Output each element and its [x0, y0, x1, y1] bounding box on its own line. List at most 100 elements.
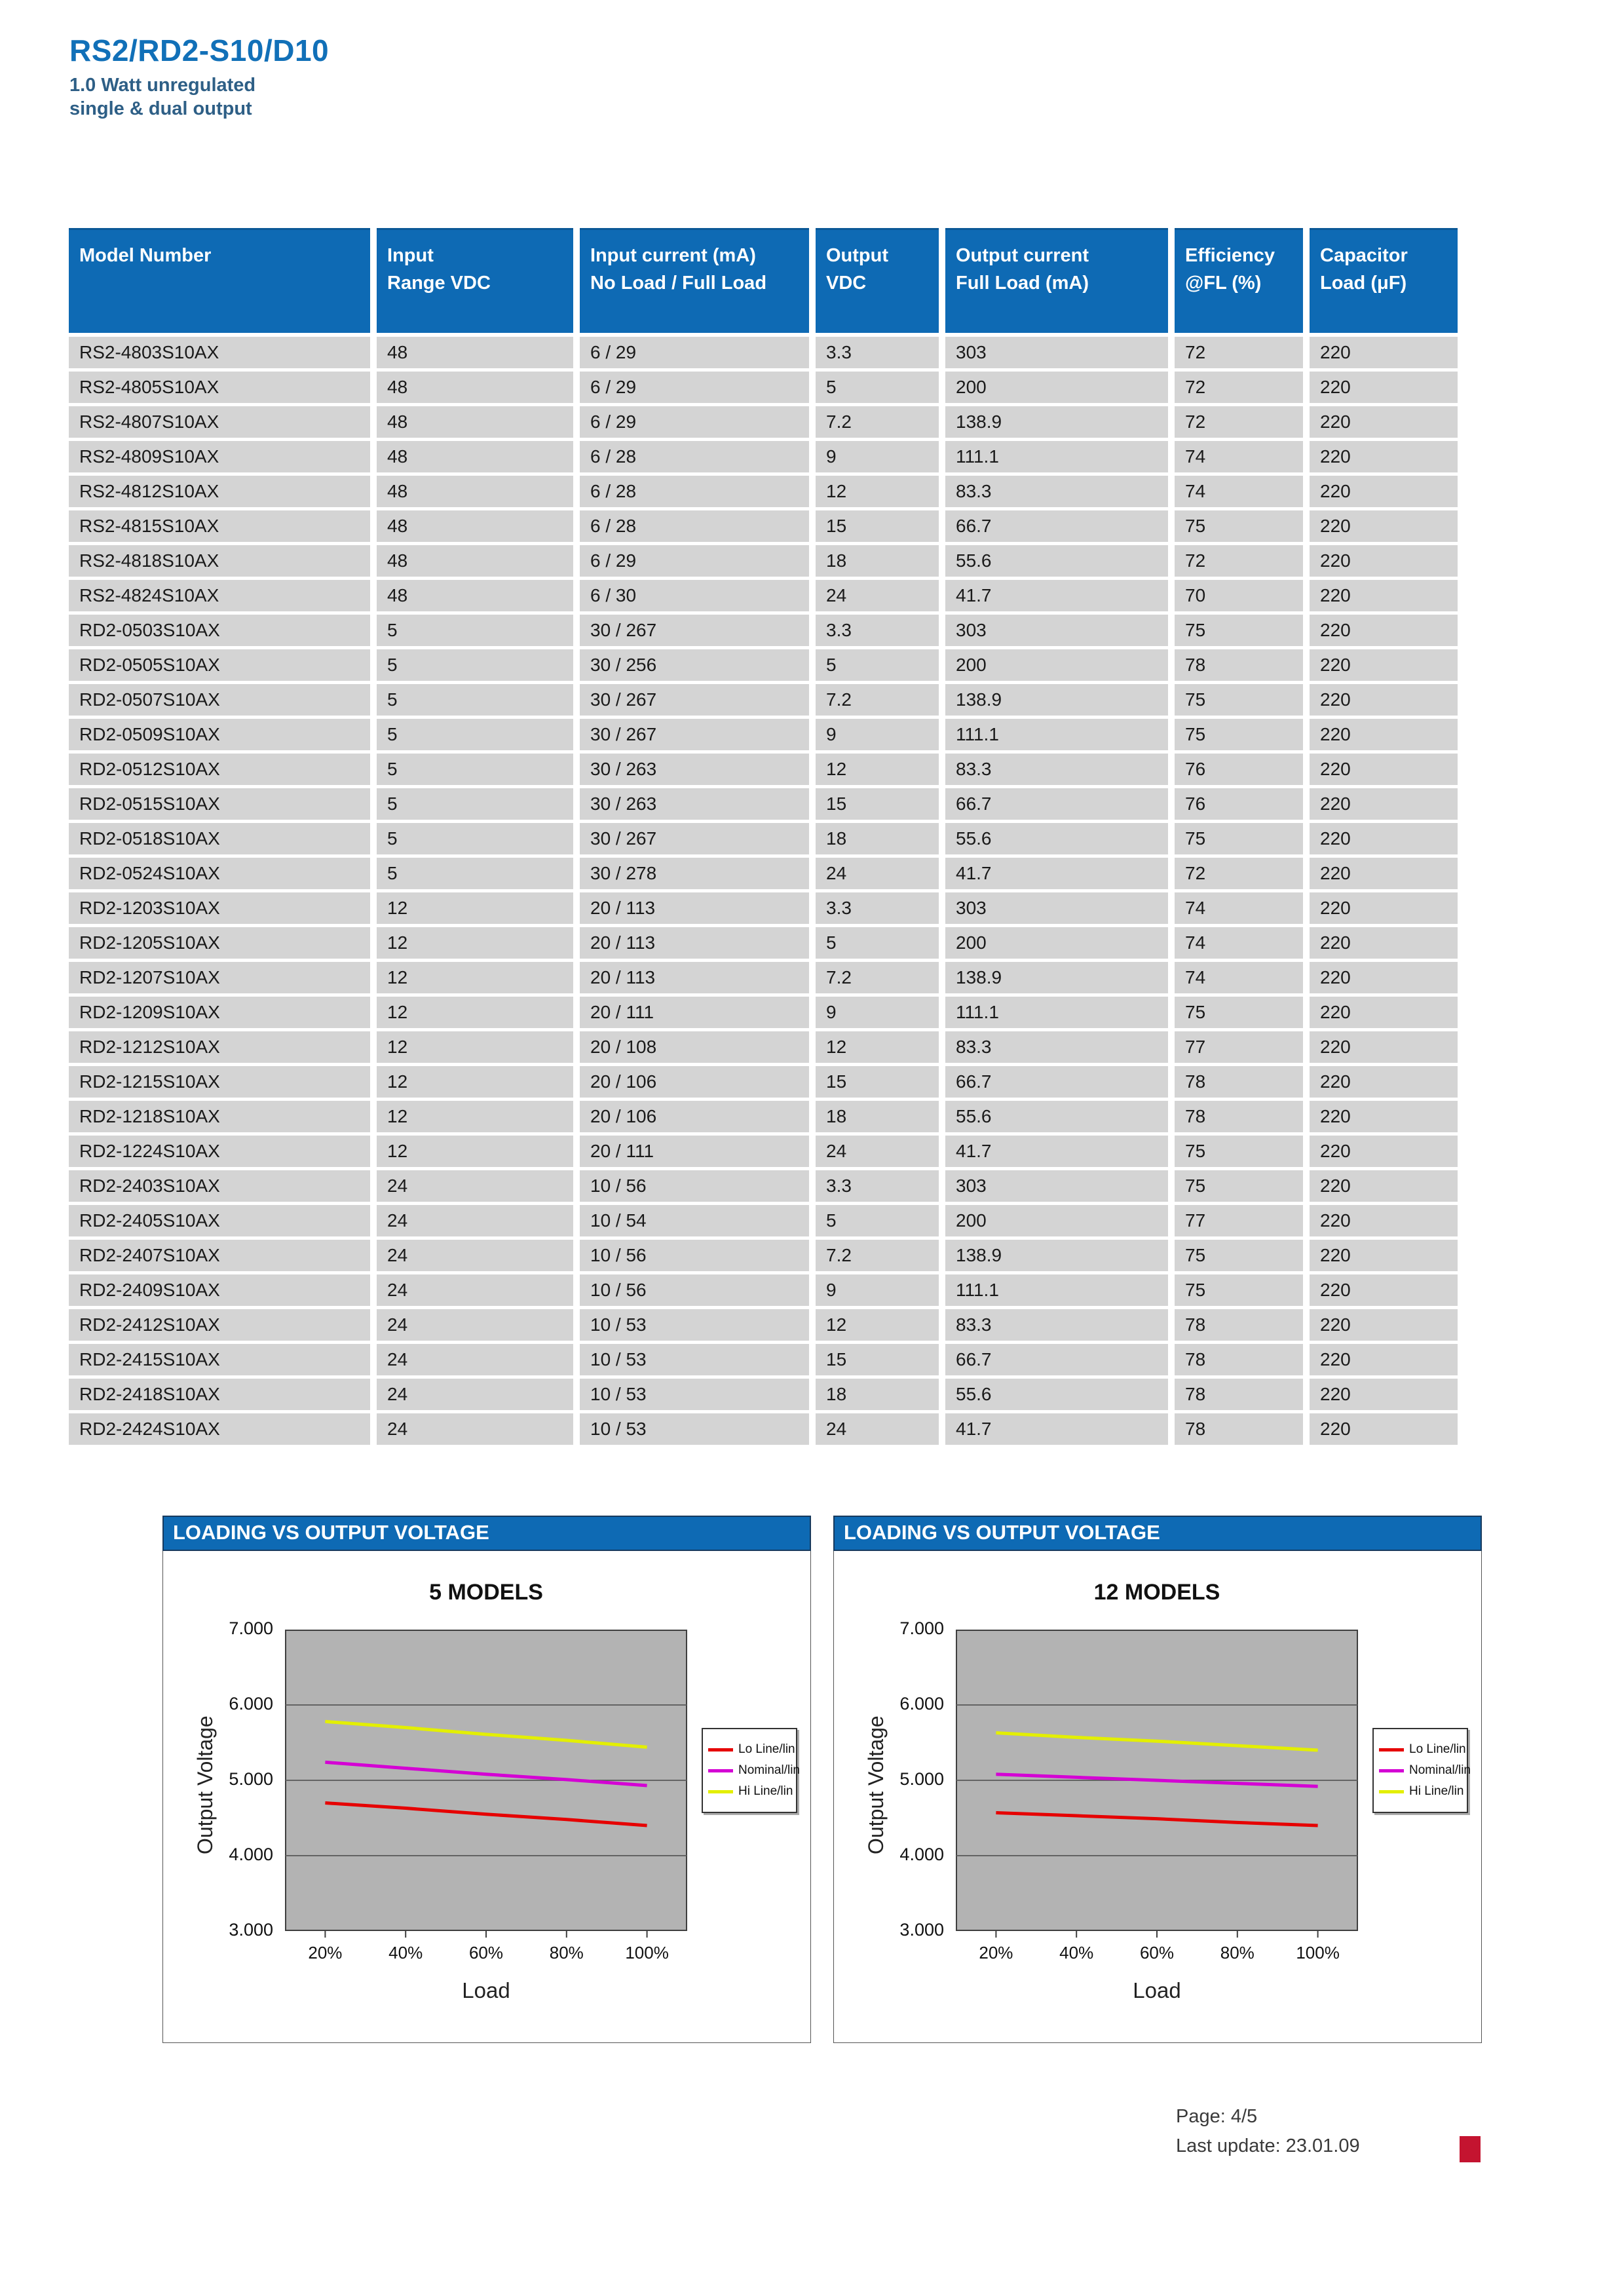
- table-cell: 220: [1310, 997, 1458, 1028]
- table-cell: RD2-2403S10AX: [69, 1170, 370, 1202]
- table-cell: 24: [377, 1170, 573, 1202]
- table-cell: 41.7: [945, 858, 1168, 889]
- table-cell: 3.3: [816, 615, 939, 646]
- table-cell: 220: [1310, 1379, 1458, 1410]
- column-header-output-vdc: Output VDC: [816, 228, 939, 333]
- table-header-row: Model Number Input Range VDC Input curre…: [69, 228, 1458, 333]
- table-cell: 10 / 53: [580, 1413, 809, 1445]
- table-cell: RD2-0524S10AX: [69, 858, 370, 889]
- column-header-input-current: Input current (mA) No Load / Full Load: [580, 228, 809, 333]
- chart-body: 5 MODELS Output Voltage Load 7.000 6.000 5…: [162, 1551, 811, 2043]
- table-cell: 66.7: [945, 788, 1168, 820]
- table-cell: 78: [1175, 1309, 1303, 1341]
- table-cell: 220: [1310, 684, 1458, 716]
- table-cell: 74: [1175, 476, 1303, 507]
- table-cell: 220: [1310, 719, 1458, 750]
- table-cell: 200: [945, 927, 1168, 959]
- table-cell: 75: [1175, 1136, 1303, 1167]
- table-cell: 41.7: [945, 1136, 1168, 1167]
- table-cell: RD2-2424S10AX: [69, 1413, 370, 1445]
- table-cell: 20 / 108: [580, 1031, 809, 1063]
- table-cell: 74: [1175, 962, 1303, 993]
- table-cell: RD2-0505S10AX: [69, 649, 370, 681]
- table-cell: RS2-4815S10AX: [69, 510, 370, 542]
- table-cell: 9: [816, 1274, 939, 1306]
- table-cell: RD2-1205S10AX: [69, 927, 370, 959]
- table-cell: 55.6: [945, 823, 1168, 854]
- table-cell: RD2-1215S10AX: [69, 1066, 370, 1098]
- legend-label: Hi Line/lin: [738, 1784, 793, 1798]
- table-cell: 18: [816, 1101, 939, 1132]
- table-cell: 10 / 53: [580, 1309, 809, 1341]
- table-cell: 24: [816, 1136, 939, 1167]
- table-cell: 75: [1175, 823, 1303, 854]
- table-cell: 200: [945, 1205, 1168, 1236]
- table-cell: 138.9: [945, 962, 1168, 993]
- table-cell: 24: [816, 580, 939, 611]
- table-cell: 75: [1175, 510, 1303, 542]
- table-cell: 18: [816, 545, 939, 577]
- table-cell: RD2-1209S10AX: [69, 997, 370, 1028]
- series-line-hi-line-lin: [325, 1719, 647, 1749]
- table-cell: 75: [1175, 1170, 1303, 1202]
- table-cell: 78: [1175, 1066, 1303, 1098]
- table-cell: 12: [377, 962, 573, 993]
- column-header-input-range: Input Range VDC: [377, 228, 573, 333]
- table-cell: 72: [1175, 372, 1303, 403]
- table-cell: 48: [377, 372, 573, 403]
- legend-label: Nominal/lin: [738, 1763, 800, 1777]
- y-tick-label: 5.000: [229, 1769, 273, 1789]
- table-cell: 138.9: [945, 1240, 1168, 1271]
- table-cell: 30 / 267: [580, 823, 809, 854]
- chart-title: 5 MODELS: [429, 1580, 543, 1605]
- table-cell: 75: [1175, 719, 1303, 750]
- table-cell: 48: [377, 545, 573, 577]
- table-cell: 6 / 28: [580, 510, 809, 542]
- table-cell: RS2-4805S10AX: [69, 372, 370, 403]
- legend-swatch: [708, 1748, 733, 1751]
- table-cell: 220: [1310, 1413, 1458, 1445]
- table-cell: 15: [816, 788, 939, 820]
- table-cell: RS2-4807S10AX: [69, 406, 370, 438]
- table-cell: 6 / 30: [580, 580, 809, 611]
- table-cell: 72: [1175, 858, 1303, 889]
- y-tick-label: 3.000: [899, 1920, 944, 1940]
- table-cell: 18: [816, 1379, 939, 1410]
- table-cell: 9: [816, 719, 939, 750]
- table-cell: 12: [377, 892, 573, 924]
- table-cell: 18: [816, 823, 939, 854]
- line-plot: [285, 1630, 687, 1938]
- table-body: RS2-4803S10AX 48 6 / 29 3.3 303 72 220 RS2-4805…: [69, 337, 1458, 1445]
- table-cell: 74: [1175, 927, 1303, 959]
- table-cell: 30 / 256: [580, 649, 809, 681]
- table-cell: 220: [1310, 1240, 1458, 1271]
- x-tick-label: 80%: [1220, 1943, 1255, 1962]
- legend-swatch: [1379, 1769, 1404, 1772]
- page-subtitle-line1: 1.0 Watt unregulated: [69, 75, 256, 96]
- chart-header-bar: LOADING VS OUTPUT VOLTAGE: [833, 1516, 1482, 1551]
- table-cell: 220: [1310, 580, 1458, 611]
- table-cell: RD2-2407S10AX: [69, 1240, 370, 1271]
- table-cell: 220: [1310, 1101, 1458, 1132]
- legend-label: Nominal/lin: [1409, 1763, 1471, 1777]
- table-cell: 66.7: [945, 1344, 1168, 1375]
- table-cell: 220: [1310, 1274, 1458, 1306]
- x-axis-label: Load: [1133, 1978, 1181, 2002]
- table-cell: 15: [816, 1066, 939, 1098]
- legend-label: Hi Line/lin: [1409, 1784, 1464, 1798]
- table-cell: 3.3: [816, 892, 939, 924]
- chart-header-bar: LOADING VS OUTPUT VOLTAGE: [162, 1516, 811, 1551]
- table-cell: 78: [1175, 1379, 1303, 1410]
- table-cell: 48: [377, 441, 573, 472]
- table-cell: 7.2: [816, 962, 939, 993]
- table-cell: 83.3: [945, 1309, 1168, 1341]
- table-cell: 20 / 113: [580, 892, 809, 924]
- table-cell: 78: [1175, 1344, 1303, 1375]
- table-cell: 30 / 278: [580, 858, 809, 889]
- title-block: RS2/RD2-S10/D10 1.0 Watt unregulated sin…: [69, 33, 329, 121]
- legend-swatch: [708, 1789, 733, 1793]
- table-cell: 220: [1310, 372, 1458, 403]
- legend-swatch: [1379, 1789, 1404, 1793]
- table-cell: 20 / 113: [580, 962, 809, 993]
- series-line-nominal-lin: [996, 1772, 1318, 1788]
